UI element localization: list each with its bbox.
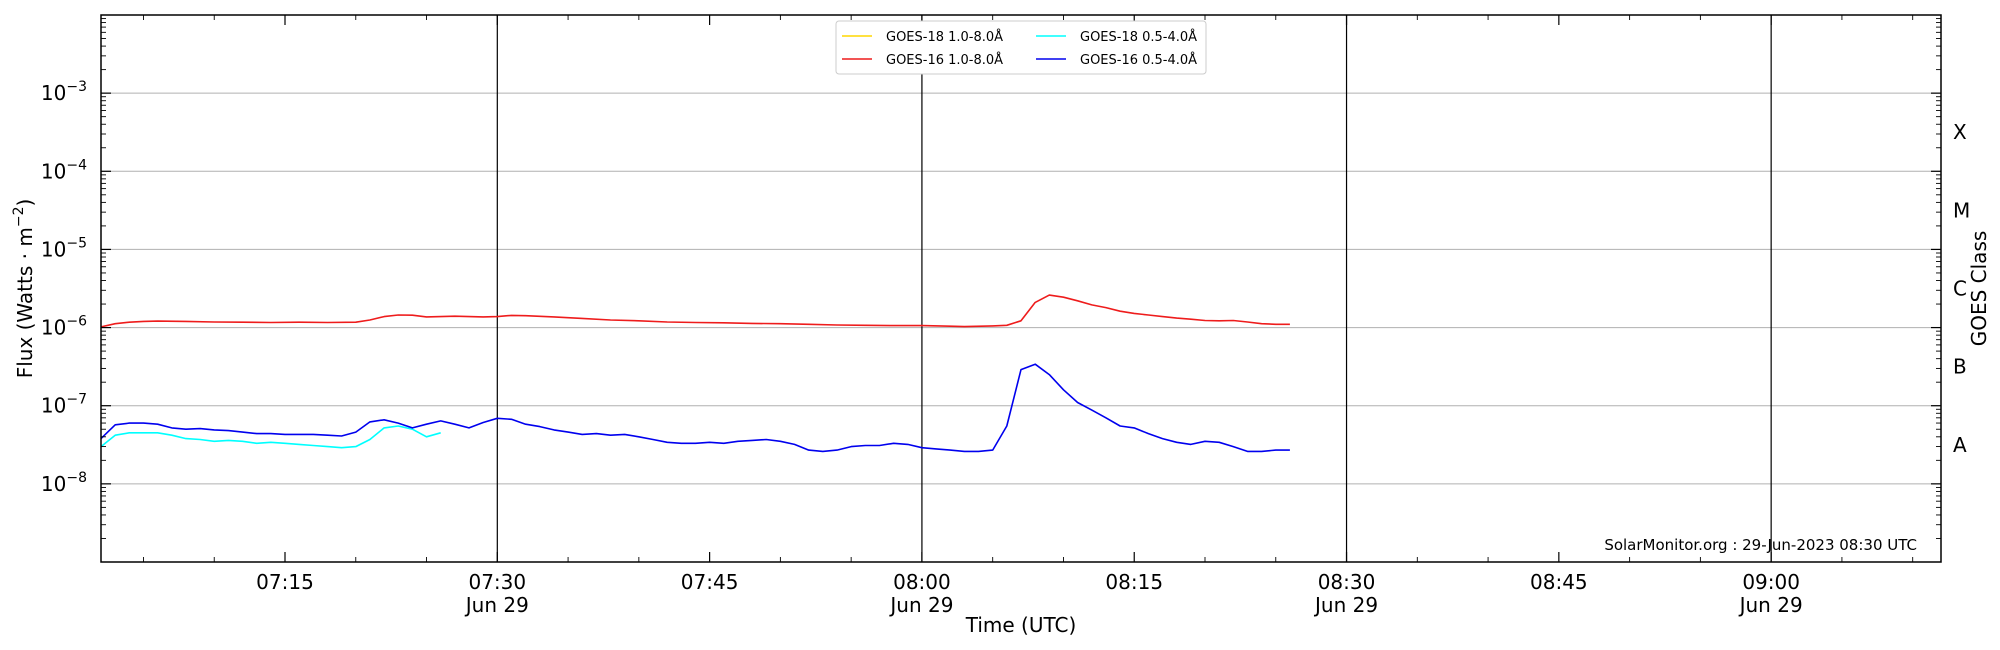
y-tick-label: 10−7	[41, 392, 87, 418]
series-lines	[100, 294, 1290, 453]
y-tick-label: 10−8	[41, 470, 87, 496]
y-tick-base: 10	[41, 159, 66, 183]
y-tick-label: 10−5	[41, 235, 87, 261]
x-tick-label: 07:30	[468, 570, 526, 594]
legend-box	[835, 20, 1207, 75]
y-tick-exponent: −8	[66, 470, 87, 486]
legend-label: GOES-16 1.0-8.0Å	[886, 52, 1003, 68]
x-tick-label: 08:15	[1105, 570, 1163, 594]
goes-class-labels: A B C M X	[1953, 120, 1970, 457]
goes-class-label: A	[1953, 433, 1967, 457]
legend-label: GOES-18 1.0-8.0Å	[886, 29, 1003, 45]
y-tick-exponent: −6	[66, 314, 87, 330]
legend: GOES-18 1.0-8.0Å GOES-16 1.0-8.0Å GOES-18 …	[835, 20, 1207, 75]
y-tick-label: 10−3	[41, 79, 87, 105]
y-axis-title-exponent: −2	[11, 207, 27, 228]
legend-items: GOES-18 1.0-8.0Å GOES-16 1.0-8.0Å GOES-18 …	[842, 29, 1197, 68]
y-tick-exponent: −3	[66, 79, 87, 95]
x-tick-date-label: Jun 29	[1738, 593, 1803, 617]
axis-ticks	[101, 15, 1941, 562]
x-tick-label: 07:15	[256, 570, 314, 594]
y-tick-exponent: −7	[66, 392, 87, 408]
goes-class-label: C	[1953, 277, 1967, 301]
y-axis-title-main: Flux (Watts · m	[13, 227, 37, 378]
x-tick-label: 07:45	[681, 570, 739, 594]
goes-class-axis-title: GOES Class	[1967, 231, 1991, 347]
x-tick-label: 08:30	[1318, 570, 1376, 594]
x-tick-label: 08:00	[893, 570, 951, 594]
grid-lines	[101, 92, 1941, 485]
goes-class-label: M	[1953, 198, 1970, 222]
y-tick-base: 10	[41, 237, 66, 261]
x-axis-title: Time (UTC)	[965, 613, 1077, 637]
y-tick-base: 10	[41, 81, 66, 105]
x-tick-date-label: Jun 29	[1313, 593, 1378, 617]
y-axis-title: Flux (Watts · m−2)	[11, 199, 37, 379]
x-tick-label: 09:00	[1742, 570, 1800, 594]
y-axis-title-close: )	[13, 199, 37, 207]
y-tick-base: 10	[41, 394, 66, 418]
y-tick-exponent: −5	[66, 235, 87, 251]
x-tick-date-label: Jun 29	[464, 593, 529, 617]
day-separator-lines	[496, 15, 1772, 562]
x-tick-date-label: Jun 29	[888, 593, 953, 617]
y-tick-label: 10−6	[41, 314, 87, 340]
y-tick-labels: 10−810−710−610−510−410−3	[41, 79, 87, 496]
plot-frame	[100, 14, 1942, 563]
y-tick-exponent: −4	[66, 157, 87, 173]
series-line	[100, 363, 1290, 453]
y-tick-label: 10−4	[41, 157, 87, 183]
legend-label: GOES-18 0.5-4.0Å	[1080, 29, 1197, 45]
credit-text: SolarMonitor.org : 29-Jun-2023 08:30 UTC	[1604, 536, 1917, 554]
legend-label: GOES-16 0.5-4.0Å	[1080, 52, 1197, 68]
x-tick-label: 08:45	[1530, 570, 1588, 594]
y-tick-base: 10	[41, 316, 66, 340]
y-tick-base: 10	[41, 472, 66, 496]
series-line	[100, 425, 441, 449]
series-line	[100, 294, 1290, 328]
goes-class-label: X	[1953, 120, 1967, 144]
goes-class-label: B	[1953, 355, 1967, 379]
